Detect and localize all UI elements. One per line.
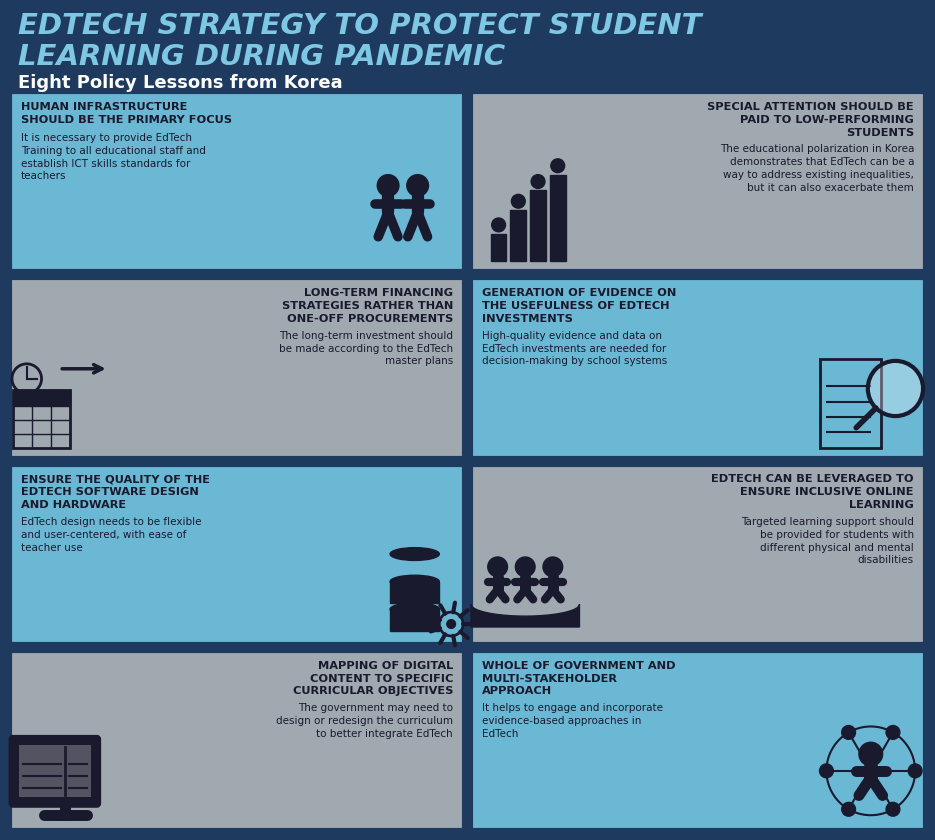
Text: Targeted learning support should
be provided for students with
different physica: Targeted learning support should be prov… [741, 517, 914, 565]
FancyBboxPatch shape [10, 465, 464, 643]
Text: SPECIAL ATTENTION SHOULD BE
PAID TO LOW-PERFORMING
STUDENTS: SPECIAL ATTENTION SHOULD BE PAID TO LOW-… [708, 102, 914, 138]
Bar [390, 609, 439, 631]
FancyBboxPatch shape [10, 92, 464, 271]
Ellipse shape [390, 603, 439, 616]
Circle shape [842, 726, 856, 739]
Text: EDTECH CAN BE LEVERAGED TO
ENSURE INCLUSIVE ONLINE
LEARNING: EDTECH CAN BE LEVERAGED TO ENSURE INCLUS… [712, 475, 914, 510]
Circle shape [447, 620, 455, 628]
Circle shape [377, 175, 399, 197]
Bar [13, 391, 70, 448]
Ellipse shape [390, 548, 439, 560]
Circle shape [886, 726, 899, 739]
FancyBboxPatch shape [471, 651, 925, 830]
Text: HUMAN INFRASTRUCTURE
SHOULD BE THE PRIMARY FOCUS: HUMAN INFRASTRUCTURE SHOULD BE THE PRIMA… [21, 102, 232, 125]
Polygon shape [471, 604, 580, 627]
Text: GENERATION OF EVIDENCE ON
THE USEFULNESS OF EDTECH
INVESTMENTS: GENERATION OF EVIDENCE ON THE USEFULNESS… [482, 288, 676, 324]
Ellipse shape [390, 575, 439, 588]
Circle shape [908, 764, 922, 778]
Circle shape [543, 557, 563, 577]
Text: MAPPING OF DIGITAL
CONTENT TO SPECIFIC
CURRICULAR OBJECTIVES: MAPPING OF DIGITAL CONTENT TO SPECIFIC C… [293, 661, 453, 696]
FancyBboxPatch shape [10, 278, 464, 458]
Text: It helps to engage and incorporate
evidence-based approaches in
EdTech: It helps to engage and incorporate evide… [482, 703, 663, 739]
Circle shape [842, 802, 856, 816]
Bar [550, 175, 566, 261]
Text: Eight Policy Lessons from Korea: Eight Policy Lessons from Korea [18, 74, 342, 92]
FancyBboxPatch shape [471, 278, 925, 458]
FancyBboxPatch shape [471, 92, 925, 271]
Circle shape [492, 218, 506, 232]
Bar [13, 391, 70, 407]
Bar [392, 612, 438, 629]
Bar [19, 745, 91, 797]
Circle shape [886, 802, 899, 816]
Text: High-quality evidence and data on
EdTech investments are needed for
decision-mak: High-quality evidence and data on EdTech… [482, 331, 668, 366]
FancyBboxPatch shape [471, 465, 925, 643]
Text: EDTECH STRATEGY TO PROTECT STUDENT: EDTECH STRATEGY TO PROTECT STUDENT [18, 12, 701, 40]
Bar [390, 581, 439, 603]
Circle shape [551, 159, 565, 173]
Text: WHOLE OF GOVERNMENT AND
MULTI-STAKEHOLDER
APPROACH: WHOLE OF GOVERNMENT AND MULTI-STAKEHOLDE… [482, 661, 676, 696]
Bar [392, 584, 438, 601]
Circle shape [868, 361, 923, 416]
Bar [819, 359, 881, 448]
Text: The educational polarization in Korea
demonstrates that EdTech can be a
way to a: The educational polarization in Korea de… [720, 144, 914, 193]
FancyBboxPatch shape [10, 737, 100, 806]
Text: LEARNING DURING PANDEMIC: LEARNING DURING PANDEMIC [18, 43, 505, 71]
Circle shape [407, 175, 428, 197]
Circle shape [859, 743, 883, 766]
Text: LONG-TERM FINANCING
STRATEGIES RATHER THAN
ONE-OFF PROCUREMENTS: LONG-TERM FINANCING STRATEGIES RATHER TH… [281, 288, 453, 324]
Bar [511, 210, 526, 261]
Text: EdTech design needs to be flexible
and user-centered, with ease of
teacher use: EdTech design needs to be flexible and u… [21, 517, 202, 553]
Bar [530, 191, 546, 261]
Text: The long-term investment should
be made according to the EdTech
master plans: The long-term investment should be made … [279, 331, 453, 366]
Circle shape [819, 764, 833, 778]
FancyBboxPatch shape [10, 651, 464, 830]
Circle shape [515, 557, 535, 577]
Circle shape [488, 557, 508, 577]
Text: The government may need to
design or redesign the curriculum
to better integrate: The government may need to design or red… [276, 703, 453, 739]
Circle shape [511, 194, 525, 208]
Text: ENSURE THE QUALITY OF THE
EDTECH SOFTWARE DESIGN
AND HARDWARE: ENSURE THE QUALITY OF THE EDTECH SOFTWAR… [21, 475, 210, 510]
Text: It is necessary to provide EdTech
Training to all educational staff and
establis: It is necessary to provide EdTech Traini… [21, 133, 206, 181]
Circle shape [531, 175, 545, 188]
Bar [491, 234, 507, 261]
